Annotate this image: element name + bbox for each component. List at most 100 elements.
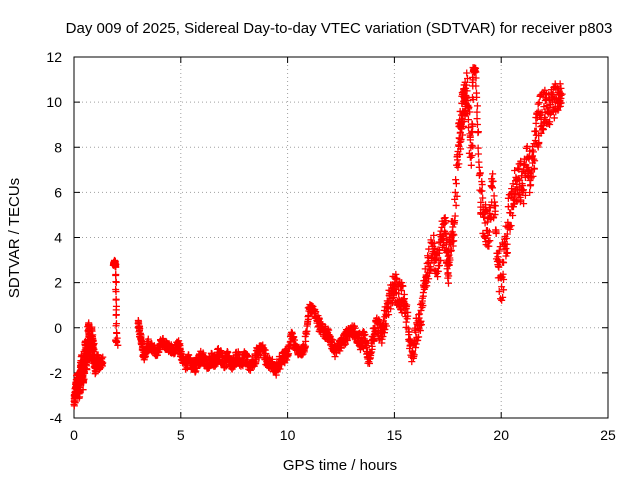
data-point [479,194,487,202]
data-point [112,278,120,286]
data-point [490,192,498,200]
data-point [499,258,507,266]
data-point [417,321,425,329]
data-point [463,69,471,77]
data-point [331,353,339,361]
data-point [503,230,511,238]
data-point [506,225,514,233]
data-point [478,187,486,195]
data-point [464,97,472,105]
data-point [193,364,201,372]
chart-title: Day 009 of 2025, Sidereal Day-to-day VTE… [66,20,613,37]
data-point [76,393,84,401]
data-point [112,285,120,293]
data-point [445,272,453,280]
data-point [447,246,455,254]
data-point [535,99,543,107]
data-point [496,243,504,251]
data-point [495,263,503,271]
data-point [508,185,516,193]
data-point [500,286,508,294]
data-point [405,331,413,339]
data-point [463,87,471,95]
data-point [472,64,480,72]
data-point [492,228,500,236]
data-point [510,193,518,201]
data-point [557,84,565,92]
data-point [224,348,232,356]
data-point [473,120,481,128]
data-point [539,125,547,133]
data-point [414,336,422,344]
data-point [521,191,529,199]
y-tick-label: 12 [46,49,62,65]
data-point [378,339,386,347]
data-point [112,296,120,304]
data-point [517,196,525,204]
data-point [448,232,456,240]
data-point [469,142,477,150]
data-point [492,202,500,210]
data-point [404,308,412,316]
data-point [435,262,443,270]
data-point [484,231,492,239]
data-point [81,369,89,377]
data-point [502,245,510,253]
data-point [520,186,528,194]
data-point [88,323,96,331]
data-point [481,233,489,241]
data-point [466,108,474,116]
data-point [385,311,393,319]
data-point [468,141,476,149]
data-point [489,184,497,192]
data-point [556,96,564,104]
data-point [442,217,450,225]
data-point [503,240,511,248]
data-point [234,349,242,357]
data-point [361,331,369,339]
data-point [515,190,523,198]
y-tick-label: -2 [50,365,63,381]
data-point [490,214,498,222]
grid-lines [74,57,608,418]
data-point [541,86,549,94]
data-point [416,310,424,318]
data-point [415,333,423,341]
data-point [114,341,122,349]
data-point [452,180,460,188]
data-point [425,245,433,253]
data-point [500,275,508,283]
data-point [477,198,485,206]
data-point [460,118,468,126]
data-point [526,188,534,196]
y-axis-label: SDTVAR / TECUs [6,178,23,298]
data-point [554,106,562,114]
data-point [459,131,467,139]
data-point [457,135,465,143]
data-point [531,157,539,165]
data-point [486,237,494,245]
data-point [464,116,472,124]
data-point [456,150,464,158]
data-point [397,287,405,295]
data-point [476,169,484,177]
data-point [449,223,457,231]
data-point [446,256,454,264]
data-point [434,267,442,275]
data-point [83,366,91,374]
data-point [550,114,558,122]
data-point [519,187,527,195]
data-point [370,335,378,343]
y-tick-label: 8 [54,139,62,155]
x-tick-label: 10 [280,427,296,443]
data-point [532,119,540,127]
data-point [489,170,497,178]
data-point [474,144,482,152]
data-point [410,351,418,359]
data-point [473,115,481,123]
data-point [472,82,480,90]
data-point [452,176,460,184]
data-point [112,271,120,279]
data-point [431,244,439,252]
